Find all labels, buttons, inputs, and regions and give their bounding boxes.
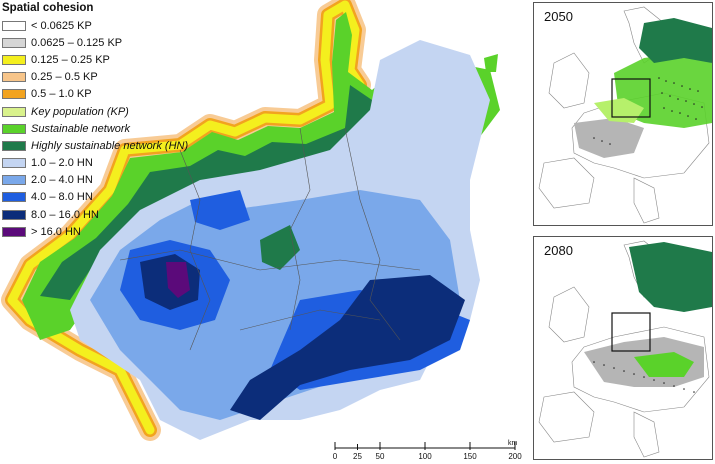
main-map: [1, 0, 500, 441]
legend-label: Highly sustainable network (HN): [31, 139, 189, 152]
green-patch-northeast: [484, 54, 498, 72]
scale-tick-label: 200: [508, 452, 522, 461]
legend-label: 0.25 – 0.5 KP: [31, 71, 98, 84]
legend-label: Key population (KP): [31, 105, 129, 118]
scale-unit-label: km: [508, 440, 518, 447]
country-borders: [119, 127, 421, 351]
legend-swatch: [2, 89, 26, 100]
legend-swatch: [2, 158, 26, 169]
legend-label: 4.0 – 8.0 HN: [31, 191, 93, 204]
legend-title: Spatial cohesion: [2, 2, 94, 14]
legend-label: 0.5 – 1.0 KP: [31, 88, 92, 101]
legend-swatch: [2, 209, 26, 220]
green-range: [634, 352, 694, 377]
legend-item: 4.0 – 8.0 HN: [2, 189, 222, 206]
inset-year-label: 2080: [542, 243, 575, 258]
legend-item: < 0.0625 KP: [2, 17, 222, 34]
inset-map-graphic: [534, 3, 712, 225]
scale-bar-graphic: [334, 442, 516, 450]
grey-range: [574, 118, 644, 158]
legend-item: 1.0 – 2.0 HN: [2, 155, 222, 172]
legend-swatch: [2, 72, 26, 83]
legend-item: Sustainable network: [2, 120, 222, 137]
legend-label: 0.125 – 0.25 KP: [31, 53, 110, 66]
legend-item: 8.0 – 16.0 HN: [2, 206, 222, 223]
inset-year-label: 2050: [542, 9, 575, 24]
legend-swatch: [2, 54, 26, 65]
legend-item: Highly sustainable network (HN): [2, 137, 222, 154]
zone-8-16-southeast: [230, 275, 465, 420]
legend-label: Sustainable network: [31, 122, 131, 135]
legend-label: 1.0 – 2.0 HN: [31, 157, 93, 170]
scale-tick-label: 150: [463, 452, 477, 461]
scale-tick-label: 25: [353, 452, 362, 461]
legend-label: 8.0 – 16.0 HN: [31, 208, 99, 221]
scale-bar: 0 25 50 100 150 200 km: [330, 438, 525, 462]
legend: Spatial cohesion < 0.0625 KP 0.0625 – 0.…: [2, 2, 222, 240]
dark-green-range: [629, 242, 712, 312]
scale-tick-label: 100: [418, 452, 432, 461]
legend-swatch: [2, 106, 26, 117]
coastal-halo: [1, 0, 371, 441]
legend-label: > 16.0 HN: [31, 225, 81, 238]
scale-tick-label: 0: [332, 452, 338, 461]
legend-swatch: [2, 175, 26, 186]
legend-label: 0.0625 – 0.125 KP: [31, 36, 123, 49]
legend-label: 2.0 – 4.0 HN: [31, 174, 93, 187]
study-area-frame: [611, 312, 651, 352]
inset-map-graphic: [534, 237, 712, 459]
legend-swatch: [2, 123, 26, 134]
dot-pattern: [593, 361, 695, 393]
legend-item: 0.0625 – 0.125 KP: [2, 34, 222, 51]
legend-item: 0.5 – 1.0 KP: [2, 86, 222, 103]
legend-item: 2.0 – 4.0 HN: [2, 172, 222, 189]
legend-item: 0.125 – 0.25 KP: [2, 51, 222, 68]
legend-swatch: [2, 37, 26, 48]
legend-swatch: [2, 140, 26, 151]
legend-item: Key population (KP): [2, 103, 222, 120]
green-patch-center: [260, 225, 300, 270]
dark-green-range: [639, 18, 712, 63]
legend-item: 0.25 – 0.5 KP: [2, 69, 222, 86]
zone-4-8-center: [190, 190, 250, 230]
dot-pattern: [593, 77, 703, 145]
legend-swatch: [2, 20, 26, 31]
legend-swatch: [2, 192, 26, 203]
legend-item: > 16.0 HN: [2, 223, 222, 240]
inset-map-2050: 2050: [533, 2, 713, 226]
scale-tick-label: 50: [375, 452, 385, 461]
legend-label: < 0.0625 KP: [31, 19, 92, 32]
zone-over-16: [166, 262, 190, 298]
inset-map-2080: 2080: [533, 236, 713, 460]
study-area-frame: [611, 78, 651, 118]
legend-swatch: [2, 226, 26, 237]
